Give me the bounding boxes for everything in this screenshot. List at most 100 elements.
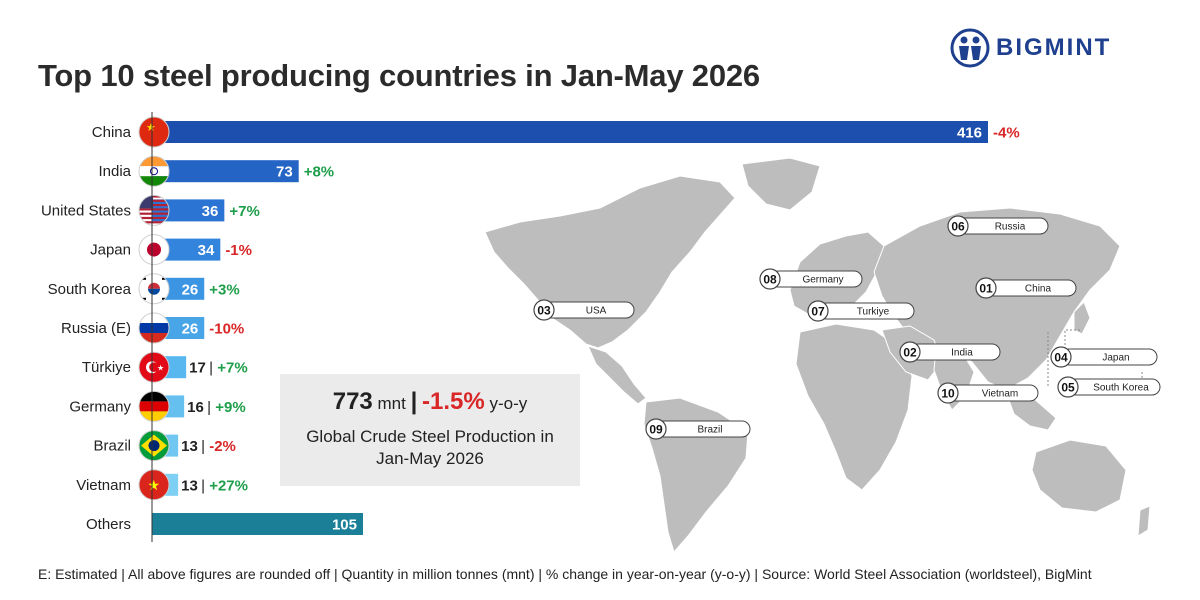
india-flag-icon	[139, 156, 169, 187]
bar	[152, 121, 988, 143]
summary-change: -1.5%	[422, 388, 485, 415]
brand-name: BIGMINT	[996, 34, 1112, 61]
summary-change-suffix: y-o-y	[489, 394, 528, 413]
category-label: South Korea	[48, 281, 132, 298]
brazil-flag-icon	[139, 430, 169, 461]
svg-text:★: ★	[157, 364, 164, 373]
map-country: Brazil	[697, 425, 722, 436]
bar-series: China ★ 416 -4% India 73 +8% United States 36 +7%…	[41, 116, 1020, 535]
category-label: Germany	[69, 398, 131, 415]
map-label: 01 China	[975, 277, 1077, 299]
map-country: India	[951, 348, 973, 359]
value-label: 105	[332, 517, 357, 534]
change-label: | +27%	[201, 477, 248, 494]
category-label: Türkiye	[82, 359, 131, 376]
map-rank: 04	[1054, 351, 1068, 365]
map-label: 02 India	[899, 341, 1001, 363]
change-label: -10%	[209, 321, 244, 338]
bar	[152, 238, 221, 261]
map-country: Turkiye	[857, 307, 890, 318]
bar	[152, 513, 364, 535]
page-title: Top 10 steel producing countries in Jan-…	[38, 58, 760, 93]
flag-border	[138, 234, 170, 266]
world-map	[484, 157, 1151, 554]
summary-total: 773	[332, 388, 373, 415]
value-label: 16	[187, 399, 204, 416]
footnote: E: Estimated | All above figures are rou…	[38, 566, 1092, 582]
summary-headline: 773 mnt | -1.5% y-o-y	[280, 388, 580, 416]
map-country: Vietnam	[982, 389, 1019, 400]
map-rank: 03	[537, 304, 551, 318]
change-label: +7%	[229, 203, 259, 220]
value-label: 73	[276, 164, 293, 181]
category-label: China	[92, 124, 132, 141]
brand-logo: BIGMINT	[950, 28, 1160, 70]
map-country: Japan	[1102, 353, 1129, 364]
vietnam-flag-icon: ★	[139, 469, 169, 500]
map-australia	[1031, 439, 1127, 513]
map-label: 05 South Korea	[1057, 376, 1161, 398]
category-label: Japan	[90, 242, 131, 259]
summary-separator: |	[410, 388, 418, 415]
chart-area: 06 Russia 08 Germany 01 China 03 USA 07 Turkiye 02…	[41, 112, 1161, 554]
map-label: 04 Japan	[1050, 346, 1158, 368]
map-rank: 08	[763, 273, 777, 287]
change-label: -4%	[993, 125, 1020, 142]
map-greenland	[741, 157, 821, 211]
category-label: India	[98, 163, 131, 180]
flag-border	[138, 155, 170, 187]
category-label: United States	[41, 202, 131, 219]
map-rank: 02	[903, 346, 917, 360]
flag-border	[138, 312, 170, 344]
map-country: South Korea	[1093, 383, 1149, 394]
value-label: 13	[181, 477, 198, 494]
change-label: | -2%	[201, 438, 236, 455]
china-flag-icon: ★	[139, 117, 169, 147]
change-label: +8%	[304, 164, 334, 181]
category-label: Russia (E)	[61, 320, 131, 337]
map-label: 09 Brazil	[645, 418, 751, 440]
category-label: Vietnam	[76, 477, 131, 494]
svg-text:★: ★	[146, 122, 156, 134]
flag-border	[138, 116, 170, 148]
usa-flag-icon	[139, 195, 169, 224]
map-rank: 01	[979, 282, 993, 296]
change-label: | +7%	[209, 360, 248, 377]
flag-border	[138, 469, 170, 501]
map-rank: 05	[1061, 381, 1075, 395]
map-label: 10 Vietnam	[937, 382, 1039, 404]
germany-flag-icon	[139, 391, 169, 422]
category-label: Others	[86, 516, 131, 533]
map-africa	[795, 323, 913, 491]
map-label: 06 Russia	[947, 215, 1049, 237]
map-labels: 06 Russia 08 Germany 01 China 03 USA 07 Turkiye 02…	[533, 215, 1161, 440]
bar	[152, 160, 299, 183]
russia-flag-icon	[139, 313, 169, 343]
map-country: USA	[586, 306, 607, 317]
change-label: +3%	[209, 281, 239, 298]
value-label: 17	[189, 360, 206, 377]
map-japan	[1073, 301, 1091, 335]
value-label: 36	[202, 203, 219, 220]
bar	[152, 199, 225, 222]
flag-border	[138, 194, 170, 226]
map-country: China	[1025, 284, 1052, 295]
summary-box: 773 mnt | -1.5% y-o-y Global Crude Steel…	[280, 374, 580, 486]
flag-border	[138, 351, 170, 383]
map-label: 08 Germany	[759, 268, 863, 290]
flag-border	[138, 273, 170, 305]
map-label: 07 Turkiye	[807, 300, 915, 322]
value-label: 13	[181, 438, 198, 455]
value-label: 26	[182, 281, 199, 298]
map-north-america	[484, 175, 736, 349]
south-korea-flag-icon	[139, 273, 169, 304]
flag-border	[138, 430, 170, 462]
map-rank: 07	[811, 305, 825, 319]
map-new-zealand	[1137, 505, 1151, 537]
map-label: 03 USA	[533, 299, 635, 321]
change-label: | +9%	[207, 399, 246, 416]
summary-caption: Global Crude Steel Production in Jan-May…	[306, 427, 554, 468]
turkiye-flag-icon: ★	[139, 352, 169, 383]
japan-flag-icon	[139, 234, 169, 265]
svg-text:★: ★	[148, 477, 161, 493]
